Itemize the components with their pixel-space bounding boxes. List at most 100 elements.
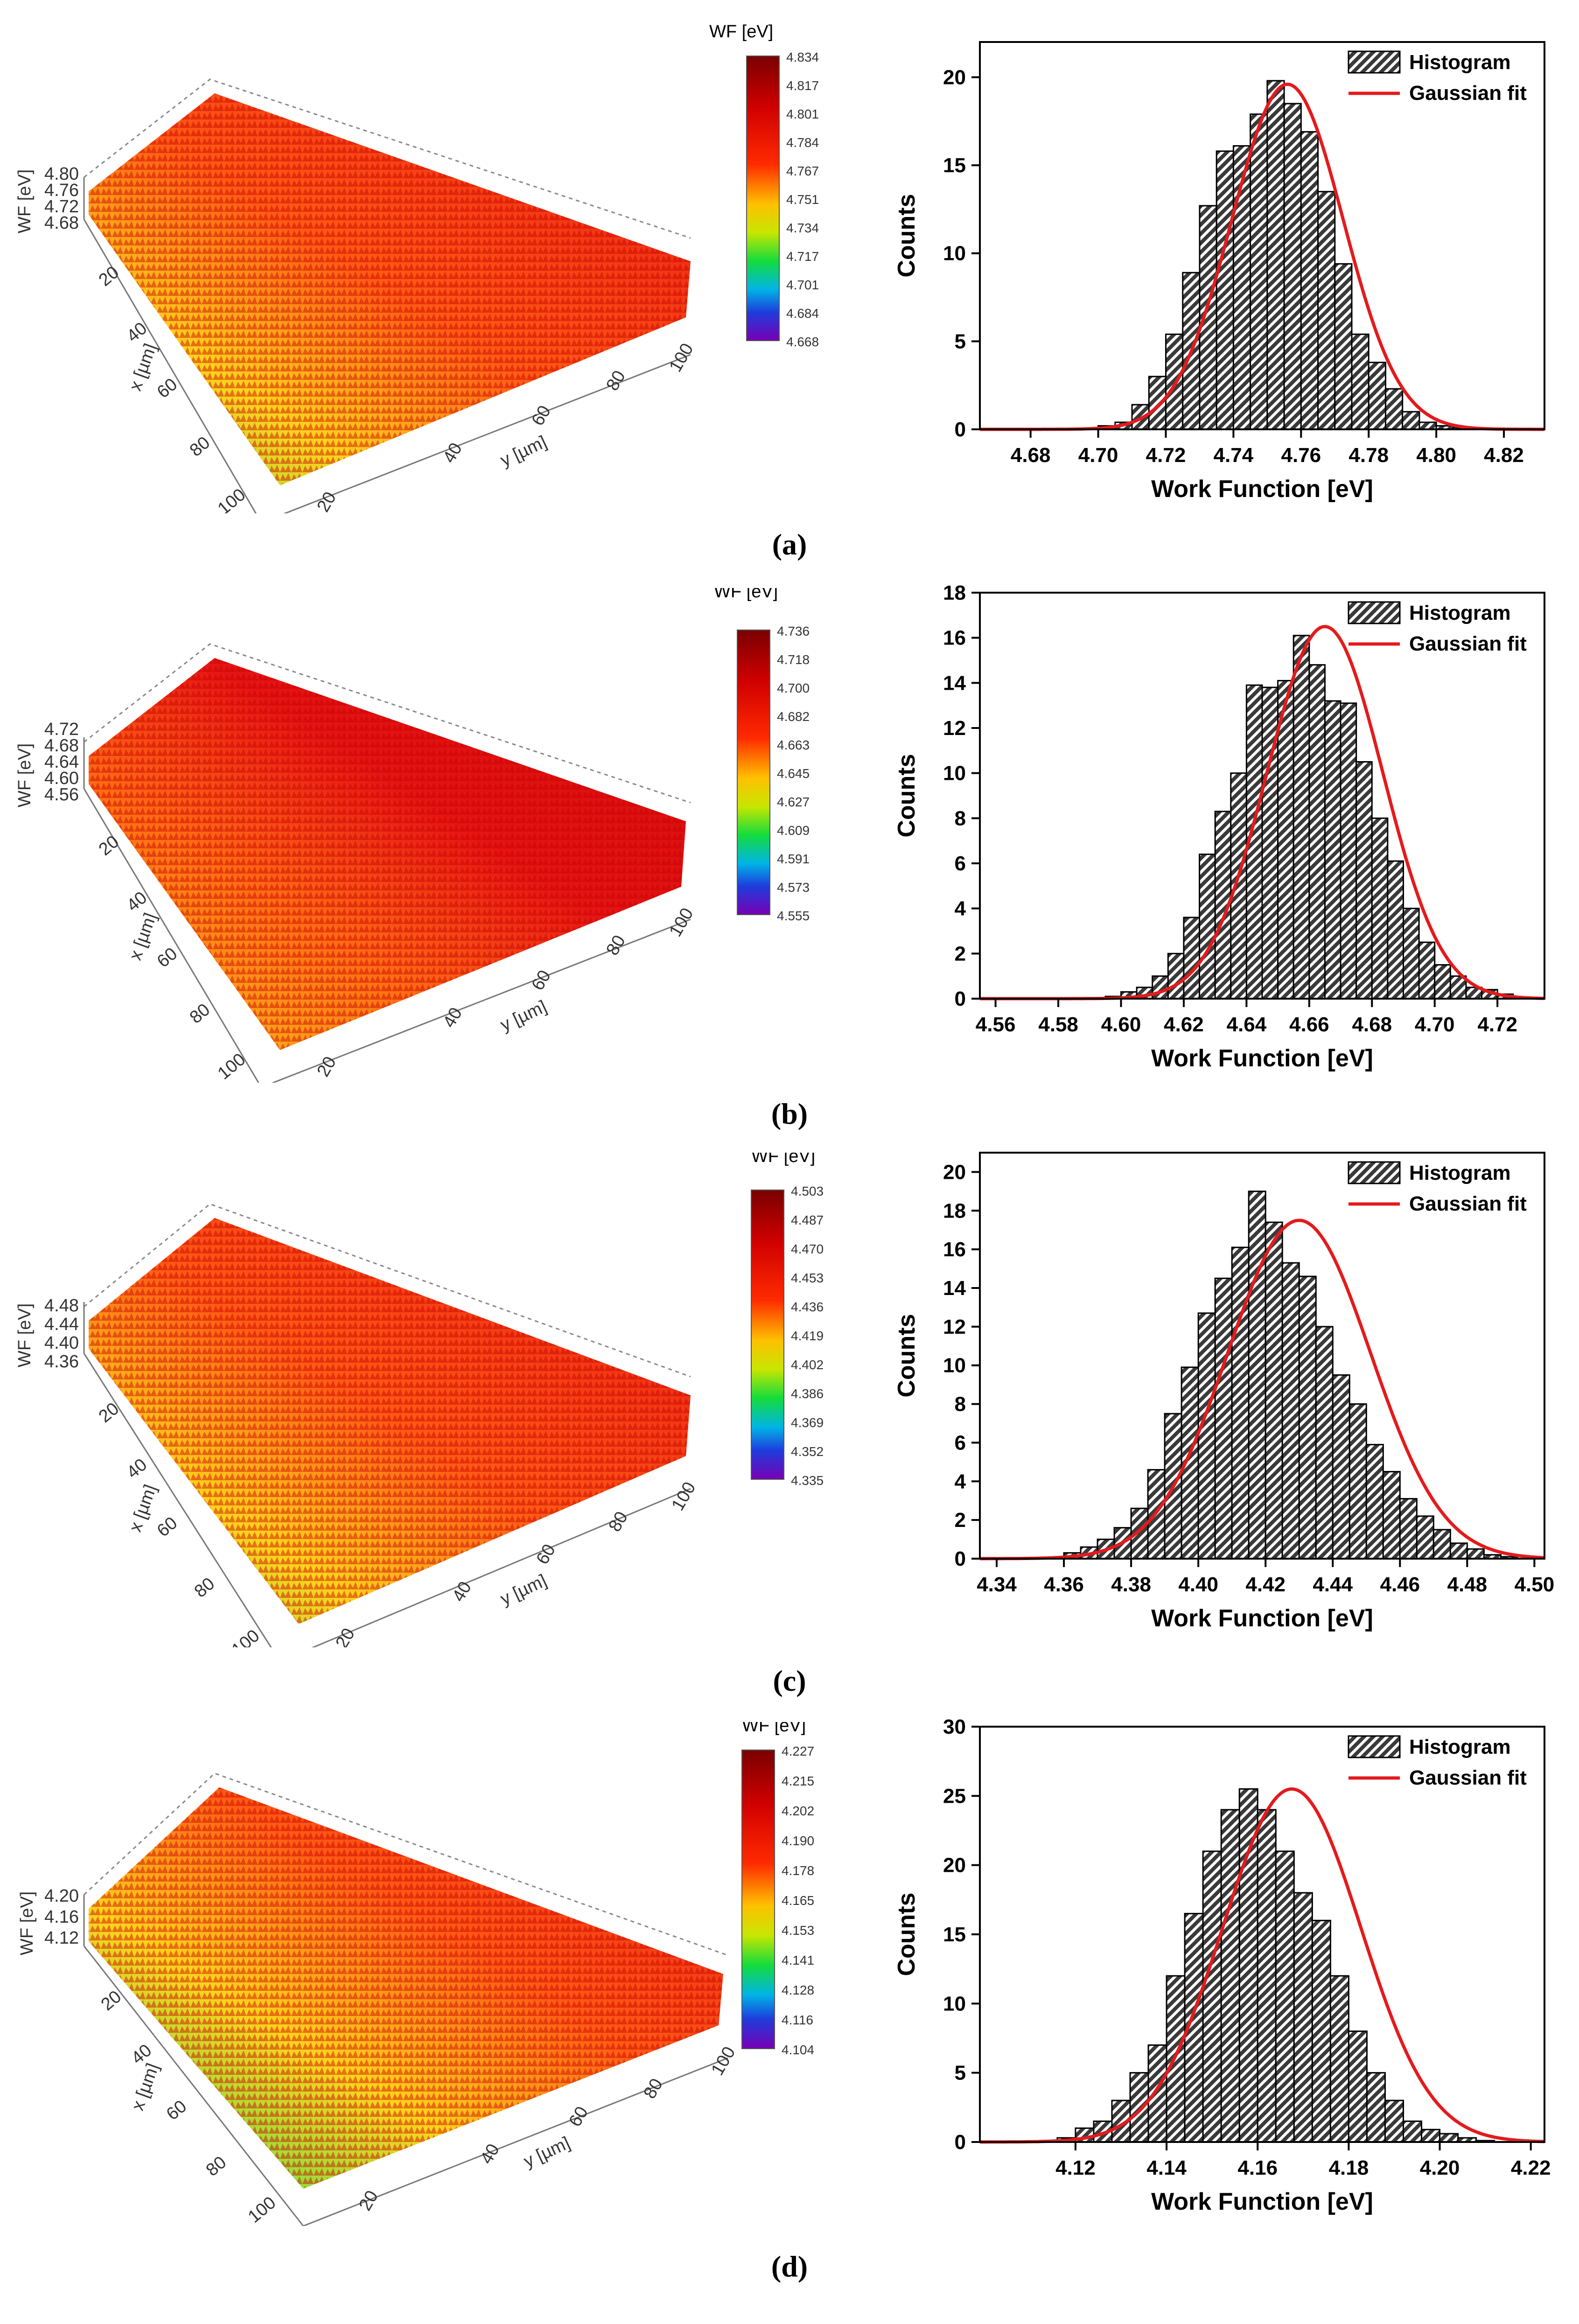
surface-map-d: WF [eV] 4.20 4.16 4.12 20 40 60 80 100 x… (17, 1722, 814, 2226)
x-tick-label: 4.58 (1038, 1013, 1078, 1036)
colorbar-tick: 4.141 (782, 1953, 814, 1967)
y-tick-label: 5 (955, 330, 966, 353)
y-tick: 20 (313, 1053, 340, 1080)
colorbar-tick: 4.734 (786, 221, 819, 235)
colorbar-tick: 4.202 (782, 1804, 814, 1818)
surface-axes (83, 737, 691, 1083)
gaussian-fit-line (980, 1787, 1545, 2144)
y-tick-label: 8 (955, 807, 966, 830)
colorbar-tick: 4.386 (791, 1386, 824, 1401)
x-tick-label: 4.16 (1237, 2156, 1278, 2179)
histogram-bar (1368, 362, 1386, 430)
histogram-bar (1183, 917, 1201, 1000)
legend-swatch-histogram (1348, 601, 1401, 624)
colorbar-tick: 4.227 (782, 1744, 814, 1758)
x-tick: 100 (245, 2193, 280, 2226)
y-tick-label: 10 (943, 242, 966, 265)
x-axis-label: Work Function [eV] (1151, 1045, 1373, 1072)
x-tick: 40 (123, 888, 151, 916)
z-tick: 4.20 (44, 1886, 79, 1906)
colorbar-tick: 4.627 (777, 795, 810, 809)
y-axis-label: Counts (893, 1314, 920, 1397)
histogram-bar (1403, 2121, 1423, 2143)
colorbar-tick: 4.470 (791, 1242, 824, 1256)
legend-label-histogram: Histogram (1409, 51, 1511, 74)
histogram-bar (1466, 1548, 1485, 1560)
z-tick: 4.12 (44, 1928, 79, 1948)
y-tick-label: 6 (955, 852, 966, 875)
x-tick-label: 4.48 (1447, 1573, 1488, 1596)
x-tick-label: 4.68 (1352, 1013, 1392, 1036)
y-tick-label: 10 (943, 1992, 966, 2015)
y-tick-label: 20 (943, 66, 966, 89)
colorbar-tick: 4.700 (777, 681, 810, 695)
z-tick: 4.36 (44, 1352, 79, 1372)
x-tick: 60 (163, 2097, 190, 2124)
z-tick: 4.72 (44, 720, 79, 739)
histogram-bar (1365, 1444, 1384, 1560)
histogram-bar (1281, 1262, 1300, 1560)
x-tick-label: 4.74 (1214, 444, 1254, 467)
histogram-bar (1366, 2072, 1386, 2143)
y-tick: 100 (665, 905, 697, 940)
surface-axes (83, 1302, 691, 1647)
x-tick: 100 (228, 1626, 264, 1647)
colorbar-tick: 4.178 (782, 1863, 814, 1878)
x-tick-label: 4.34 (977, 1573, 1017, 1596)
x-tick: 20 (95, 263, 123, 290)
histogram-bar (1298, 1275, 1317, 1560)
histogram-bar (1266, 80, 1285, 430)
legend-label-gaussian: Gaussian fit (1409, 82, 1527, 105)
y-tick-label: 20 (943, 1161, 966, 1183)
y-tick: 60 (528, 402, 555, 429)
legend-swatch-histogram (1348, 1735, 1401, 1758)
plot-frame (979, 41, 1545, 430)
colorbar-tick: 4.402 (791, 1358, 824, 1372)
histogram-bar (1324, 700, 1341, 1000)
x-tick-label: 4.66 (1289, 1013, 1329, 1036)
x-tick: 80 (186, 433, 214, 461)
y-axis-label: y [µm] (521, 2133, 573, 2171)
x-tick-label: 4.38 (1111, 1573, 1151, 1596)
histogram-c: 4.34 4.36 4.38 4.40 4.42 4.44 4.46 4.48 4.50 0 2 4 6… (893, 1152, 1554, 1632)
z-tick: 4.44 (44, 1315, 79, 1334)
x-tick-label: 4.72 (1146, 444, 1186, 467)
y-tick-label: 4 (955, 897, 966, 920)
colorbar-title: WF [eV] (714, 588, 778, 602)
surface-texture (89, 1787, 723, 2189)
histogram-bar (1129, 2072, 1149, 2143)
y-tick-label: 25 (943, 1785, 966, 1807)
x-tick: 80 (186, 1000, 214, 1028)
colorbar-tick: 4.369 (791, 1415, 824, 1430)
x-tick: 20 (98, 1987, 125, 2015)
surface-map-c: WF [eV] 4.48 4.44 4.40 4.36 20 40 60 80 … (15, 1153, 824, 1647)
colorbar-tick: 4.817 (786, 78, 819, 93)
z-tick: 4.64 (44, 752, 79, 772)
y-tick-label: 18 (943, 1199, 966, 1222)
histogram-bar (1403, 908, 1420, 1000)
legend-swatch-histogram (1348, 50, 1401, 74)
y-tick-label: 14 (943, 672, 966, 694)
histogram-bar (1340, 702, 1357, 1000)
x-tick: 100 (214, 1050, 250, 1083)
histogram-bar (1387, 860, 1404, 1000)
histogram-bar (1332, 1374, 1350, 1560)
histogram-bar (1293, 1892, 1313, 2143)
x-tick: 40 (123, 1455, 151, 1483)
y-tick: 100 (665, 340, 697, 376)
y-axis-label: Counts (893, 1892, 920, 1976)
surface-axes (83, 177, 691, 513)
histogram-a: 4.68 4.70 4.72 4.74 4.76 4.78 4.80 4.82 0 5 10 15 20… (893, 41, 1545, 503)
plot-frame (979, 1152, 1545, 1560)
histogram-bar (1315, 1326, 1334, 1560)
histogram-bar (1432, 1529, 1451, 1560)
y-tick: 80 (602, 932, 629, 959)
legend-label-gaussian: Gaussian fit (1409, 1766, 1527, 1789)
x-tick-label: 4.20 (1420, 2156, 1460, 2179)
colorbar-tick: 4.609 (777, 823, 810, 838)
histogram-bar (1334, 263, 1353, 430)
colorbar-tick: 4.352 (791, 1444, 824, 1459)
colorbar-tick: 4.801 (786, 107, 819, 121)
y-tick-label: 12 (943, 1316, 966, 1338)
y-tick: 100 (668, 1479, 699, 1514)
